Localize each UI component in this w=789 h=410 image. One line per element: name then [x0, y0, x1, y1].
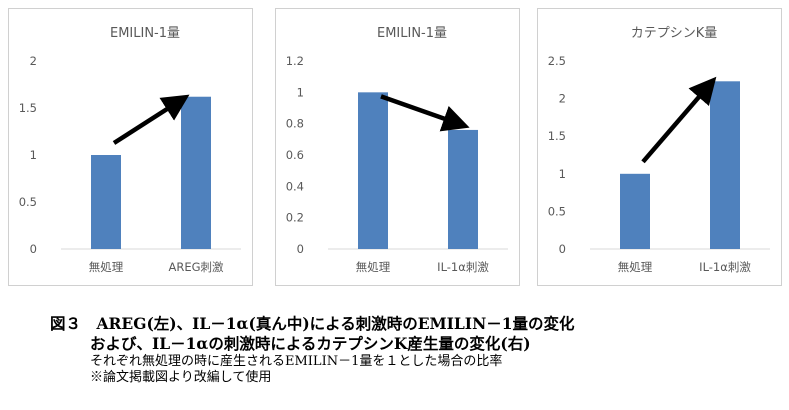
y-tick-label: 0: [297, 242, 304, 256]
bar: [620, 173, 650, 249]
chart-title: EMILIN-1量: [110, 26, 180, 41]
y-tick-label: 0.5: [548, 204, 566, 218]
y-tick-label: 2: [30, 54, 37, 68]
y-tick-label: 1.2: [286, 54, 304, 68]
y-tick-label: 0.8: [286, 117, 304, 131]
bar-chart: EMILIN-1量 0 0.5 1 1.5 2 無処理 AREG刺激: [19, 26, 241, 274]
caption-line-1: 図３ AREG(左)、IL－1α(真ん中)による刺激時のEMILIN－1量の変化: [50, 314, 575, 333]
trend-arrow: [112, 94, 190, 145]
trend-arrow: [380, 94, 470, 132]
y-tick-label: 0.6: [286, 148, 304, 162]
y-tick-label: 0.4: [286, 179, 304, 193]
category-label: 無処理: [89, 260, 124, 274]
category-label: IL-1α刺激: [437, 260, 489, 274]
trend-arrow: [641, 76, 717, 164]
bar-chart: EMILIN-1量 0 0.2 0.4 0.6 0.8 1 1.2 無処理 IL-1α刺激: [286, 26, 508, 274]
chart-panel-areg: EMILIN-1量 0 0.5 1 1.5 2 無処理 AREG刺激: [8, 8, 253, 286]
y-tick-label: 2: [559, 92, 566, 106]
caption-line-2: および、IL－1αの刺激時によるカテプシンK産生量の変化(右): [90, 333, 531, 353]
category-label: AREG刺激: [168, 260, 224, 274]
bar-chart: カテプシンK量 0 0.5 1 1.5 2 2.5 無処理 IL-1α刺激: [548, 26, 770, 274]
category-label: IL-1α刺激: [699, 260, 751, 274]
chart-title: カテプシンK量: [631, 26, 718, 41]
y-tick-label: 1: [297, 85, 304, 99]
caption-line-3: それぞれ無処理の時に産生されるEMILIN－1量を１とした場合の比率: [90, 354, 503, 369]
y-tick-label: 2.5: [548, 54, 566, 68]
chart-panel-il1a-emilin: EMILIN-1量 0 0.2 0.4 0.6 0.8 1 1.2 無処理 IL-1α刺激: [275, 8, 520, 286]
y-tick-label: 0: [30, 242, 37, 256]
y-tick-label: 0.5: [19, 195, 37, 209]
bar: [358, 92, 388, 249]
y-tick-label: 1: [30, 148, 37, 162]
bar: [181, 96, 211, 249]
chart-panel-il1a-cathepsin: カテプシンK量 0 0.5 1 1.5 2 2.5 無処理 IL-1α刺激: [537, 8, 782, 286]
y-tick-label: 1: [559, 167, 566, 181]
bar: [91, 155, 121, 249]
category-label: 無処理: [356, 260, 391, 274]
chart-title: EMILIN-1量: [377, 26, 447, 41]
y-tick-label: 0: [559, 242, 566, 256]
y-tick-label: 1.5: [19, 101, 37, 115]
caption-line-4: ※論文掲載図より改編して使用: [90, 370, 272, 385]
figure-caption: 図３ AREG(左)、IL－1α(真ん中)による刺激時のEMILIN－1量の変化…: [50, 316, 780, 384]
y-tick-label: 0.2: [286, 211, 304, 225]
y-tick-label: 1.5: [548, 129, 566, 143]
bar: [448, 129, 478, 249]
bar: [710, 81, 740, 249]
category-label: 無処理: [618, 260, 653, 274]
